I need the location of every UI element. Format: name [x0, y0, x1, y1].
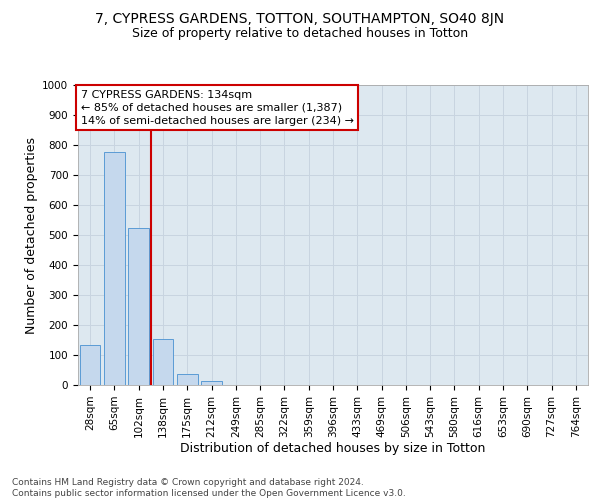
Y-axis label: Number of detached properties: Number of detached properties	[25, 136, 38, 334]
Text: 7, CYPRESS GARDENS, TOTTON, SOUTHAMPTON, SO40 8JN: 7, CYPRESS GARDENS, TOTTON, SOUTHAMPTON,…	[95, 12, 505, 26]
Text: Size of property relative to detached houses in Totton: Size of property relative to detached ho…	[132, 28, 468, 40]
X-axis label: Distribution of detached houses by size in Totton: Distribution of detached houses by size …	[181, 442, 485, 456]
Bar	[80, 345, 100, 385]
Bar	[177, 374, 197, 385]
Bar	[128, 228, 149, 385]
Text: Contains HM Land Registry data © Crown copyright and database right 2024.
Contai: Contains HM Land Registry data © Crown c…	[12, 478, 406, 498]
Bar	[201, 381, 222, 385]
Text: 7 CYPRESS GARDENS: 134sqm
← 85% of detached houses are smaller (1,387)
14% of se: 7 CYPRESS GARDENS: 134sqm ← 85% of detac…	[80, 90, 353, 126]
Bar	[104, 152, 125, 385]
Bar	[152, 338, 173, 385]
